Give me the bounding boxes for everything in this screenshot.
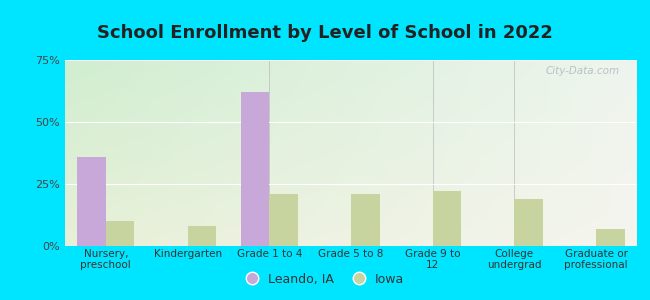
Text: School Enrollment by Level of School in 2022: School Enrollment by Level of School in … [97, 24, 553, 42]
Bar [269, 194, 298, 246]
Bar [433, 191, 462, 246]
Bar [514, 199, 543, 246]
Legend: Leando, IA, Iowa: Leando, IA, Iowa [240, 268, 410, 291]
Bar [596, 229, 625, 246]
Bar [351, 194, 380, 246]
Bar [106, 221, 135, 246]
Bar [188, 226, 216, 246]
Text: City-Data.com: City-Data.com [546, 66, 620, 76]
Bar [240, 92, 269, 246]
Bar [77, 157, 106, 246]
